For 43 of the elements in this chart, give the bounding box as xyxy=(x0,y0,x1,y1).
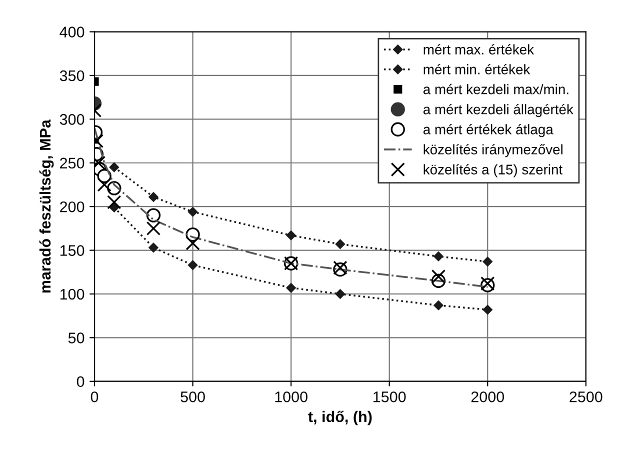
point xyxy=(335,239,345,249)
y-tick-label: 350 xyxy=(60,70,84,82)
point xyxy=(286,230,296,240)
point xyxy=(434,300,444,310)
legend-label: közelítés iránymezővel xyxy=(424,144,562,158)
point xyxy=(335,289,345,299)
y-tick-label: 50 xyxy=(68,332,84,344)
point xyxy=(186,236,200,250)
point xyxy=(434,252,444,262)
x-tick-label: 1000 xyxy=(275,391,308,402)
x-axis-title: t, idő, (h) xyxy=(308,410,372,426)
point xyxy=(188,260,198,270)
point xyxy=(148,242,158,252)
point xyxy=(482,256,492,266)
legend-label: a mért kezdeli max/min. xyxy=(423,84,568,94)
y-tick-label: 0 xyxy=(76,376,84,388)
point xyxy=(431,269,446,284)
point xyxy=(107,195,122,210)
x-tick-label: 500 xyxy=(180,391,205,402)
y-tick-label: 250 xyxy=(60,158,84,169)
x-tick-label: 1500 xyxy=(374,391,406,402)
point xyxy=(482,304,492,314)
legend-label: mért min. értékek xyxy=(424,64,530,74)
y-tick-label: 100 xyxy=(60,288,84,300)
point xyxy=(286,283,296,293)
legend-label: a mért értékek átlaga xyxy=(423,124,554,138)
point xyxy=(188,207,198,217)
y-tick-label: 200 xyxy=(60,201,84,212)
legend-label: a mért kezdeli állagérték xyxy=(423,104,574,118)
point xyxy=(109,162,119,172)
y-tick-label: 300 xyxy=(60,114,84,125)
y-axis-title: maradó feszültség, MPa xyxy=(39,119,54,293)
point xyxy=(146,221,161,236)
y-tick-label: 150 xyxy=(60,245,84,256)
x-tick-label: 2500 xyxy=(570,391,602,402)
legend-label: mért max. értékek xyxy=(424,44,534,54)
point xyxy=(146,208,161,222)
point xyxy=(97,178,112,192)
x-tick-label: 0 xyxy=(90,391,98,402)
y-tick-label: 400 xyxy=(60,26,84,38)
legend-label: közelítés a (15) szerint xyxy=(424,164,562,178)
point xyxy=(148,192,158,202)
x-tick-label: 2000 xyxy=(471,391,504,402)
